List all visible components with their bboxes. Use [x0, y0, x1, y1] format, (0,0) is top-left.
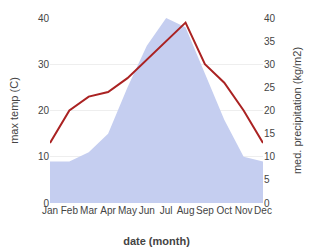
svg-text:Nov: Nov	[235, 205, 253, 216]
svg-text:10: 10	[264, 151, 276, 162]
svg-text:date (month): date (month)	[123, 235, 190, 247]
svg-text:0: 0	[264, 198, 270, 209]
svg-text:30: 30	[38, 59, 50, 70]
svg-text:40: 40	[264, 13, 276, 24]
svg-text:20: 20	[38, 105, 50, 116]
svg-text:Aug: Aug	[177, 205, 195, 216]
svg-text:Jun: Jun	[139, 205, 155, 216]
svg-text:Apr: Apr	[100, 205, 116, 216]
svg-text:0: 0	[43, 198, 49, 209]
svg-text:Oct: Oct	[216, 205, 232, 216]
svg-text:Jul: Jul	[160, 205, 173, 216]
svg-text:5: 5	[264, 174, 270, 185]
svg-text:20: 20	[264, 105, 276, 116]
svg-text:Sep: Sep	[196, 205, 214, 216]
svg-text:15: 15	[264, 128, 276, 139]
svg-text:25: 25	[264, 82, 276, 93]
svg-text:Mar: Mar	[80, 205, 98, 216]
svg-text:40: 40	[38, 13, 50, 24]
svg-text:Jan: Jan	[42, 205, 58, 216]
svg-text:May: May	[118, 205, 137, 216]
svg-text:max temp (C): max temp (C)	[8, 77, 20, 144]
svg-text:med. precipitation (kg/m2): med. precipitation (kg/m2)	[291, 47, 303, 174]
svg-text:Dec: Dec	[254, 205, 272, 216]
svg-text:30: 30	[264, 59, 276, 70]
svg-text:10: 10	[38, 151, 50, 162]
svg-text:Feb: Feb	[61, 205, 79, 216]
svg-text:35: 35	[264, 36, 276, 47]
